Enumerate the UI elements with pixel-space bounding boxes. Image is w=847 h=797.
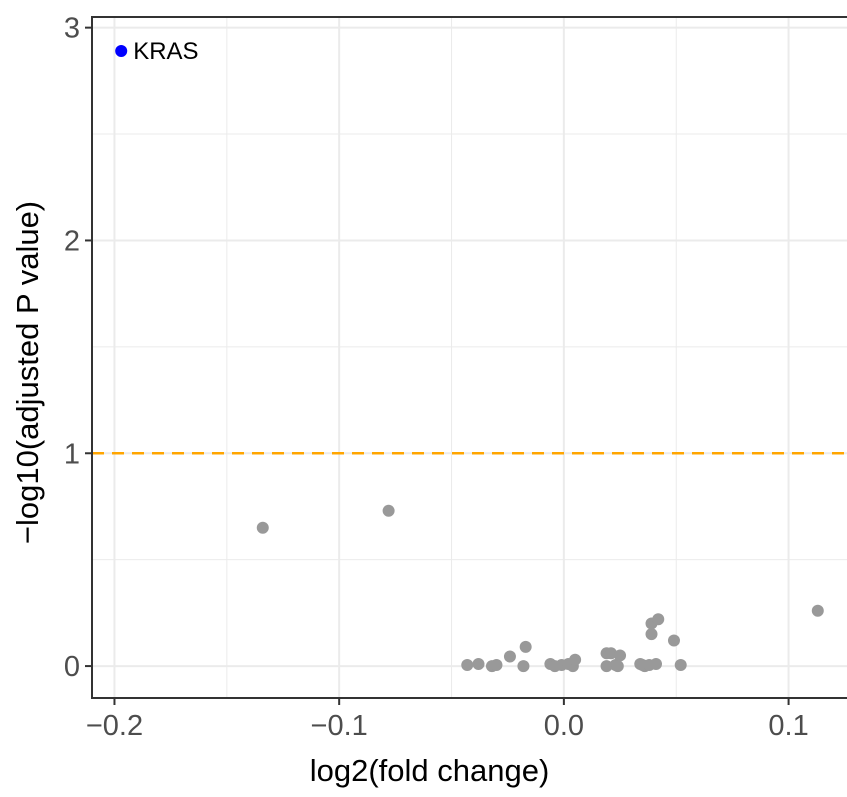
y-tick-label: 1 bbox=[64, 438, 80, 470]
y-tick-label: 3 bbox=[64, 13, 80, 45]
data-point bbox=[600, 660, 613, 673]
y-tick-label: 0 bbox=[64, 651, 80, 683]
data-point bbox=[461, 659, 474, 672]
data-point bbox=[382, 504, 395, 517]
data-point bbox=[605, 647, 618, 660]
y-axis-title: −log10(adjusted P value) bbox=[10, 201, 45, 544]
data-point bbox=[490, 659, 503, 672]
data-point bbox=[674, 659, 687, 672]
x-tick-label: −0.2 bbox=[86, 710, 143, 742]
x-tick-label: 0.1 bbox=[768, 710, 808, 742]
grid-layer bbox=[92, 17, 847, 698]
data-point bbox=[645, 628, 658, 641]
data-point bbox=[256, 521, 269, 534]
point-label-kras: KRAS bbox=[133, 38, 198, 65]
panel-border bbox=[91, 16, 847, 699]
data-point bbox=[811, 604, 824, 617]
point-labels-layer: KRAS bbox=[133, 38, 198, 65]
data-point bbox=[652, 613, 665, 626]
x-tick-label: 0.0 bbox=[544, 710, 584, 742]
x-axis-title: log2(fold change) bbox=[310, 753, 550, 788]
data-point bbox=[503, 650, 516, 663]
data-point bbox=[519, 640, 532, 653]
data-point bbox=[667, 634, 680, 647]
data-point bbox=[517, 660, 530, 673]
panel-frame bbox=[91, 16, 847, 699]
data-point bbox=[614, 649, 627, 662]
data-point bbox=[472, 657, 485, 670]
points-layer bbox=[115, 45, 824, 673]
significant-point bbox=[115, 45, 128, 58]
data-point bbox=[611, 660, 624, 673]
y-tick-label: 2 bbox=[64, 225, 80, 257]
axis-ticks: −0.2 −0.1 0.0 0.1 0 1 2 3 bbox=[64, 13, 809, 742]
data-point bbox=[650, 657, 663, 670]
x-tick-label: −0.1 bbox=[311, 710, 368, 742]
data-point bbox=[569, 653, 582, 666]
